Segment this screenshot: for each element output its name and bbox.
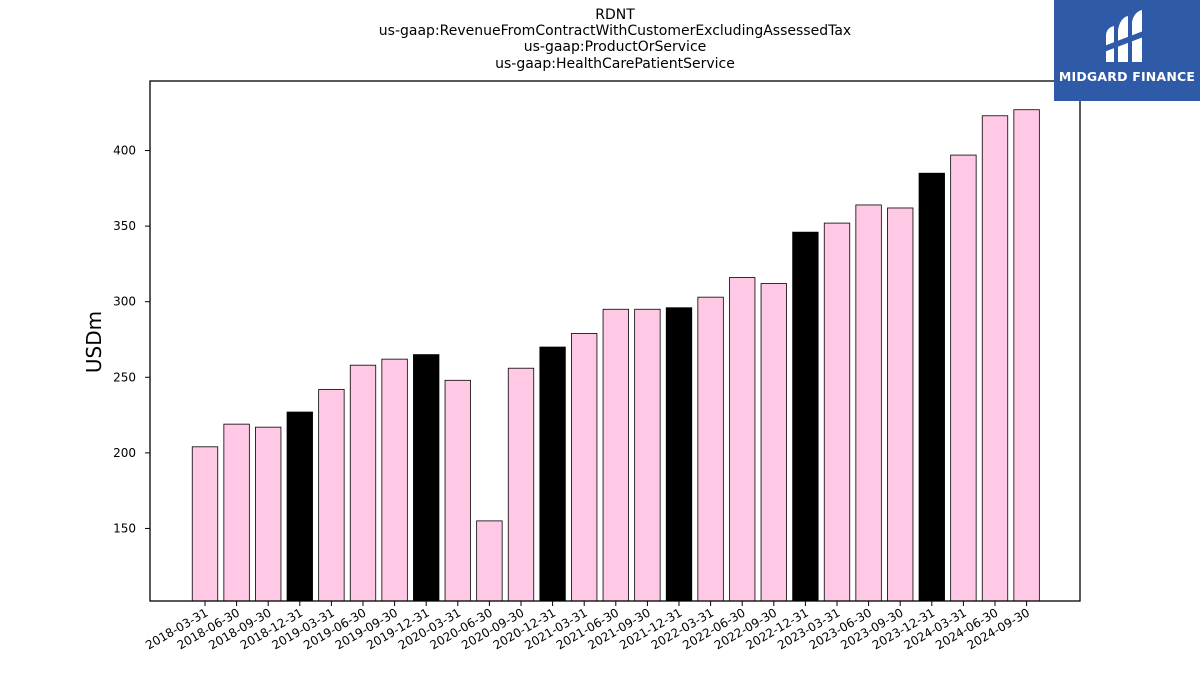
midgard-finance-logo: MIDGARD FINANCE <box>1054 0 1200 101</box>
bar-2021-12-31 <box>665 307 693 602</box>
plot-frame <box>149 80 1081 602</box>
bar-2022-12-31 <box>792 231 819 602</box>
bar-2023-06-30 <box>855 204 882 602</box>
bar-2018-03-31 <box>191 446 219 602</box>
bar-2021-03-31 <box>571 333 598 602</box>
bar-2019-06-30 <box>349 364 377 602</box>
title-line-member: us-gaap:HealthCarePatientService <box>495 56 735 72</box>
y-tick-label: 250 <box>113 370 136 384</box>
title-line-metric: us-gaap:RevenueFromContractWithCustomerE… <box>378 23 852 39</box>
title-line-ticker: RDNT <box>595 7 635 23</box>
bar-2019-03-31 <box>318 388 345 602</box>
bar-2024-09-30 <box>1013 109 1040 602</box>
bar-2020-12-31 <box>539 346 566 602</box>
bar-2019-09-30 <box>381 358 408 602</box>
y-tick-label: 350 <box>113 219 136 233</box>
y-tick-label: 200 <box>113 446 136 460</box>
bar-2023-12-31 <box>918 172 945 602</box>
logo-mark-icon <box>1104 10 1146 62</box>
bar-2022-06-30 <box>729 277 756 602</box>
bar-2022-09-30 <box>760 283 787 602</box>
bar-2021-09-30 <box>634 308 661 602</box>
bar-2020-09-30 <box>507 367 535 602</box>
title-line-axis: us-gaap:ProductOrService <box>523 39 707 55</box>
bar-2018-12-31 <box>286 411 313 602</box>
bar-2024-03-31 <box>950 154 977 602</box>
bar-2018-09-30 <box>255 426 282 602</box>
bar-2024-06-30 <box>981 115 1009 602</box>
bar-2020-03-31 <box>444 379 471 602</box>
bar-2022-03-31 <box>697 296 724 602</box>
bar-2018-06-30 <box>223 423 250 602</box>
bar-2023-03-31 <box>823 222 851 602</box>
bar-2019-12-31 <box>413 354 440 602</box>
y-tick-label: 300 <box>113 295 136 309</box>
bar-2020-06-30 <box>476 520 503 602</box>
bar-2023-09-30 <box>887 207 914 602</box>
bar-2021-06-30 <box>602 308 629 602</box>
logo-text: MIDGARD FINANCE <box>1058 69 1196 84</box>
y-tick-label: 400 <box>113 144 136 158</box>
y-tick-label: 150 <box>113 521 136 535</box>
